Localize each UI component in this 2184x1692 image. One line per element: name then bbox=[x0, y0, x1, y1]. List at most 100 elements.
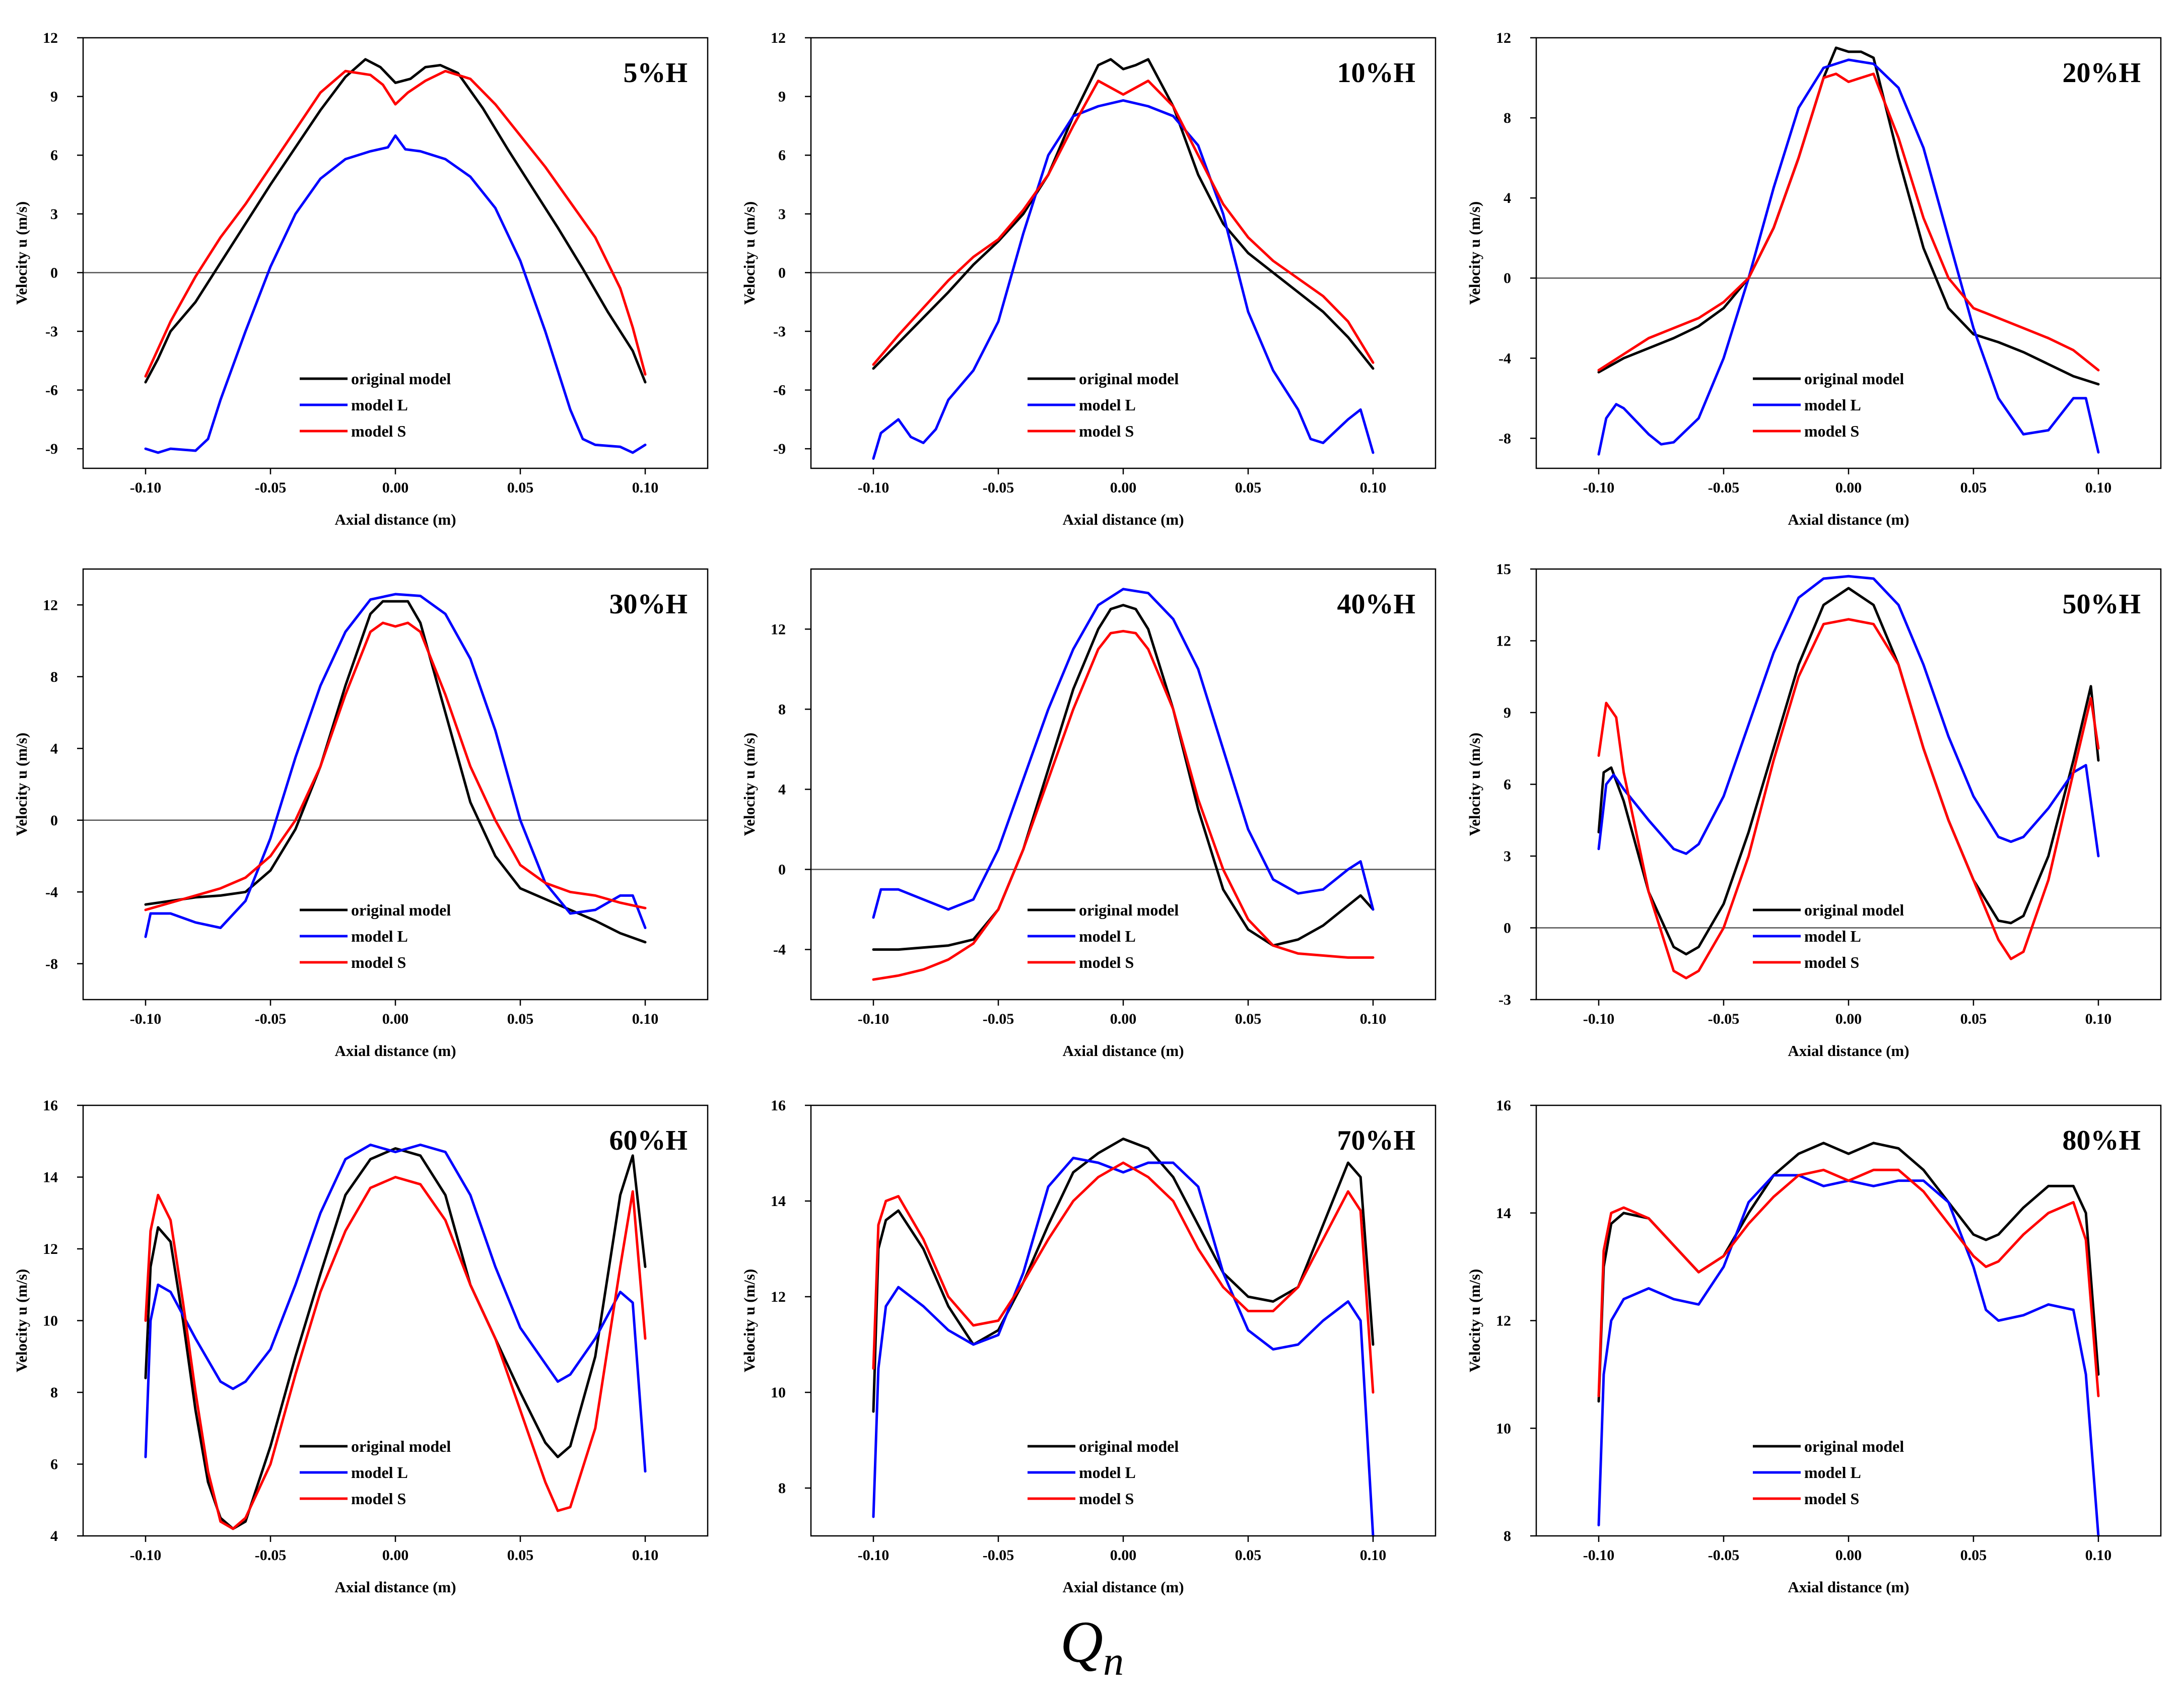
x-tick-label: 0.05 bbox=[1235, 1547, 1262, 1564]
series-line-modelS bbox=[872, 629, 1375, 981]
y-tick-label: 12 bbox=[771, 1289, 786, 1305]
legend-entry: model S bbox=[1804, 1490, 1859, 1508]
x-tick-label: 0.00 bbox=[382, 479, 409, 496]
y-tick-label: 10 bbox=[1496, 1420, 1511, 1437]
y-tick-label: 0 bbox=[50, 812, 58, 829]
y-tick-label: -8 bbox=[1498, 430, 1511, 447]
series-line-modelS bbox=[144, 69, 647, 378]
x-tick-label: -0.10 bbox=[1583, 1547, 1615, 1564]
series-line-original bbox=[872, 1138, 1375, 1413]
panel-title: 40%H bbox=[1337, 589, 1415, 620]
x-axis-label: Axial distance (m) bbox=[1788, 511, 1909, 528]
x-axis-label: Axial distance (m) bbox=[334, 511, 456, 528]
legend-entry: model S bbox=[351, 422, 406, 440]
x-tick-label: 0.10 bbox=[1360, 479, 1387, 496]
legend-entry: model S bbox=[1804, 953, 1859, 971]
series-line-modelS bbox=[144, 621, 647, 911]
series-line-original bbox=[1597, 587, 2100, 956]
y-tick-label: 0 bbox=[778, 862, 786, 878]
legend-entry: original model bbox=[1804, 370, 1904, 388]
x-tick-label: -0.05 bbox=[255, 1547, 287, 1564]
y-tick-label: 8 bbox=[778, 1480, 786, 1497]
x-tick-label: -0.05 bbox=[255, 1011, 287, 1027]
legend-entry: model S bbox=[351, 1490, 406, 1508]
legend-entry: model L bbox=[351, 927, 408, 945]
series-line-modelS bbox=[872, 80, 1375, 366]
x-tick-label: -0.10 bbox=[858, 1011, 890, 1027]
x-tick-label: -0.10 bbox=[858, 479, 890, 496]
x-tick-label: 0.05 bbox=[1235, 1011, 1262, 1027]
legend-entry: original model bbox=[351, 901, 451, 919]
y-tick-label: 12 bbox=[1496, 30, 1511, 46]
x-tick-label: 0.00 bbox=[1835, 1011, 1862, 1027]
y-axis-label: Velocity u (m/s) bbox=[13, 201, 30, 305]
y-axis-label: Velocity u (m/s) bbox=[1466, 201, 1483, 305]
legend-entry: model S bbox=[1079, 422, 1134, 440]
x-tick-label: -0.05 bbox=[983, 1011, 1014, 1027]
y-tick-label: 9 bbox=[778, 89, 786, 105]
y-tick-label: 12 bbox=[1496, 633, 1511, 650]
y-axis-label: Velocity u (m/s) bbox=[13, 1269, 30, 1373]
y-tick-label: -9 bbox=[45, 441, 58, 457]
y-tick-label: 6 bbox=[778, 147, 786, 164]
x-tick-label: 0.10 bbox=[2085, 479, 2112, 496]
x-axis-label: Axial distance (m) bbox=[1788, 1578, 1909, 1596]
y-tick-label: 4 bbox=[50, 1528, 58, 1544]
y-tick-label: 9 bbox=[50, 89, 58, 105]
series-line-original bbox=[872, 604, 1375, 951]
chart-panel-2: -0.10 -0.05 0.00 0.05 0.10 -9 -6 -3 0 3 6 9 12 Axial … bbox=[740, 30, 1437, 528]
legend-entry: model L bbox=[1804, 1463, 1861, 1482]
y-tick-label: -6 bbox=[773, 382, 786, 399]
chart-panel-5: -0.10 -0.05 0.00 0.05 0.10 -4 0 4 8 12 Axial dista… bbox=[740, 568, 1437, 1060]
series-line-modelL bbox=[144, 1143, 647, 1473]
legend-entry: model L bbox=[351, 1463, 408, 1482]
panel-title: 60%H bbox=[609, 1125, 688, 1156]
legend-entry: model L bbox=[1804, 927, 1861, 945]
legend-entry: original model bbox=[351, 370, 451, 388]
y-tick-label: 8 bbox=[778, 701, 786, 718]
series-line-original bbox=[144, 1147, 647, 1530]
y-tick-label: 15 bbox=[1496, 561, 1511, 578]
y-tick-label: 0 bbox=[778, 264, 786, 281]
x-axis-label: Axial distance (m) bbox=[1788, 1042, 1909, 1060]
series-line-modelS bbox=[1597, 1168, 2100, 1397]
x-tick-label: -0.05 bbox=[1708, 479, 1740, 496]
x-tick-label: 0.00 bbox=[382, 1547, 409, 1564]
x-tick-label: 0.05 bbox=[507, 1547, 534, 1564]
x-tick-label: 0.00 bbox=[1835, 1547, 1862, 1564]
y-tick-label: 0 bbox=[1504, 920, 1511, 937]
legend-entry: original model bbox=[1804, 1437, 1904, 1455]
y-tick-label: 8 bbox=[50, 1384, 58, 1401]
x-axis-label: Axial distance (m) bbox=[1062, 1042, 1184, 1060]
y-tick-label: 12 bbox=[43, 597, 58, 613]
chart-panel-8: -0.10 -0.05 0.00 0.05 0.10 8 10 12 14 16 Axial dis… bbox=[740, 1097, 1437, 1596]
legend-entry: model L bbox=[1079, 1463, 1136, 1482]
series-line-original bbox=[144, 58, 647, 384]
y-tick-label: 4 bbox=[778, 781, 786, 798]
x-tick-label: 0.00 bbox=[1110, 1011, 1137, 1027]
legend-entry: original model bbox=[1079, 370, 1179, 388]
y-tick-label: 8 bbox=[1504, 1528, 1511, 1544]
legend-entry: model S bbox=[1079, 953, 1134, 971]
y-tick-label: 6 bbox=[1504, 777, 1511, 793]
y-tick-label: 10 bbox=[43, 1313, 58, 1329]
y-axis-label: Velocity u (m/s) bbox=[1466, 1269, 1483, 1373]
y-tick-label: 3 bbox=[1504, 848, 1511, 865]
y-tick-label: 4 bbox=[1504, 190, 1511, 206]
caption-main: Q bbox=[1060, 1609, 1103, 1675]
series-line-modelS bbox=[872, 1161, 1375, 1394]
y-axis-label: Velocity u (m/s) bbox=[13, 733, 30, 836]
x-axis-label: Axial distance (m) bbox=[1062, 511, 1184, 528]
legend-entry: original model bbox=[351, 1437, 451, 1455]
x-tick-label: 0.10 bbox=[2085, 1547, 2112, 1564]
figure-caption: Qn bbox=[1060, 1609, 1124, 1684]
x-tick-label: -0.05 bbox=[1708, 1547, 1740, 1564]
x-tick-label: 0.00 bbox=[1110, 1547, 1137, 1564]
y-tick-label: -9 bbox=[773, 441, 786, 457]
y-tick-label: 0 bbox=[50, 264, 58, 281]
series-line-modelL bbox=[1597, 1174, 2100, 1537]
chart-panel-4: -0.10 -0.05 0.00 0.05 0.10 -8 -4 0 4 8 12 Axial dis… bbox=[13, 568, 709, 1060]
chart-panel-3: -0.10 -0.05 0.00 0.05 0.10 -8 -4 0 4 8 12 Axial dis… bbox=[1466, 30, 2162, 528]
x-tick-label: 0.05 bbox=[1960, 479, 1987, 496]
y-tick-label: -3 bbox=[1498, 992, 1511, 1008]
